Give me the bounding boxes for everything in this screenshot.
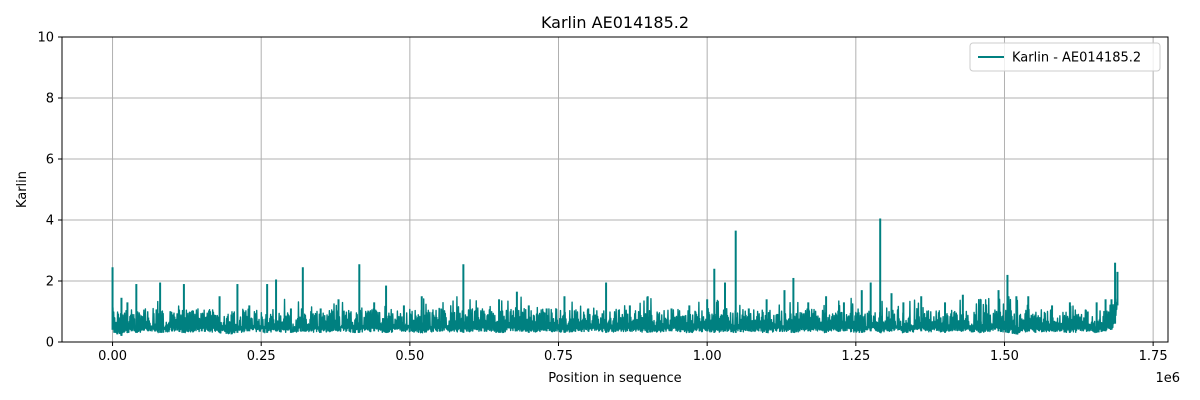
y-tick-label: 4 xyxy=(46,214,54,229)
y-tick-label: 8 xyxy=(46,92,54,107)
x-tick-label: 0.50 xyxy=(395,349,424,364)
series-layer xyxy=(111,218,1119,336)
legend-box xyxy=(969,42,1161,72)
x-tick-label: 1.50 xyxy=(990,349,1019,364)
y-tick-label: 0 xyxy=(46,336,54,351)
x-axis-offset-text: 1e6 xyxy=(1155,371,1180,386)
x-axis-label: Position in sequence xyxy=(548,371,681,386)
legend-label: Karlin - AE014185.2 xyxy=(1012,51,1141,66)
series-line xyxy=(111,296,1119,336)
y-tick-label: 10 xyxy=(37,31,54,46)
y-axis-ticks: 0 2 4 6 8 10 xyxy=(37,31,62,351)
x-tick-label: 1.00 xyxy=(693,349,722,364)
y-tick-label: 2 xyxy=(46,275,54,290)
x-axis-ticks: 0.00 0.25 0.50 0.75 1.00 1.25 1.50 1.75 xyxy=(98,342,1168,364)
plot-frame xyxy=(61,36,1169,343)
x-tick-label: 0.25 xyxy=(247,349,276,364)
x-tick-label: 1.75 xyxy=(1139,349,1168,364)
y-tick-label: 6 xyxy=(46,153,54,168)
legend: Karlin - AE014185.2 xyxy=(969,42,1161,72)
y-axis-label: Karlin xyxy=(15,171,30,208)
chart-title: Karlin AE014185.2 xyxy=(541,13,689,32)
x-tick-label: 0.00 xyxy=(98,349,127,364)
x-tick-label: 1.25 xyxy=(841,349,870,364)
x-tick-label: 0.75 xyxy=(544,349,573,364)
